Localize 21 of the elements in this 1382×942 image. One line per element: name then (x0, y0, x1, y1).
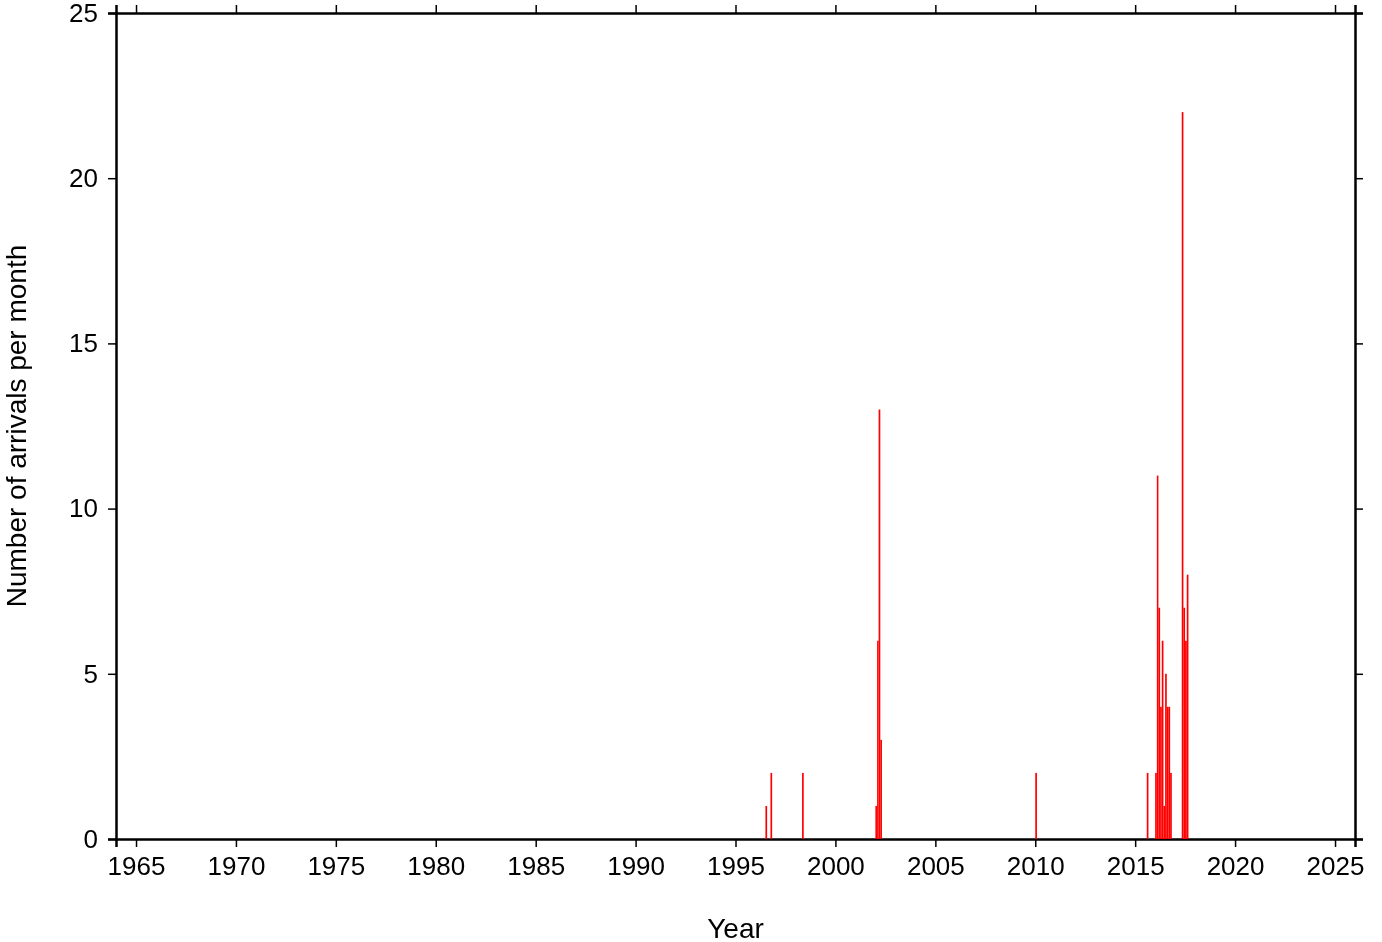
x-tick-label: 2025 (1306, 851, 1365, 882)
x-tick-label: 1990 (607, 851, 666, 882)
x-tick-label: 2020 (1206, 851, 1265, 882)
x-axis-title: Year (707, 913, 764, 942)
x-tick-label: 1965 (107, 851, 166, 882)
x-tick-label: 1975 (307, 851, 366, 882)
x-tick-label: 2000 (806, 851, 865, 882)
x-tick-label: 1980 (407, 851, 466, 882)
x-tick-label: 2005 (906, 851, 965, 882)
x-tick-label: 1995 (707, 851, 765, 882)
x-tick-label: 1985 (507, 851, 566, 882)
y-axis-title: Number of arrivals per month (1, 244, 32, 608)
x-tick-label: 1970 (207, 851, 266, 882)
y-tick-label: 20 (69, 163, 98, 194)
y-tick-label: 15 (69, 328, 98, 359)
y-tick-label: 10 (69, 493, 98, 524)
y-tick-label: 0 (83, 823, 98, 854)
x-tick-label: 2010 (1006, 851, 1065, 882)
y-tick-label: 25 (69, 0, 98, 28)
x-tick-label: 2015 (1106, 851, 1165, 882)
y-tick-label: 5 (83, 658, 98, 689)
